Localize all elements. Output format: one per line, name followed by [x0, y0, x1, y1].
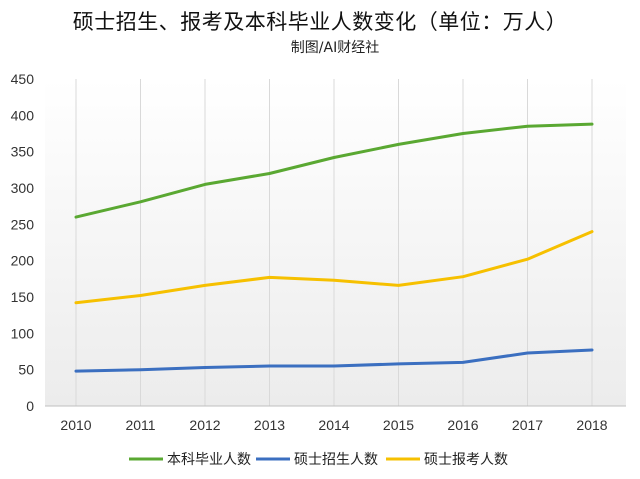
chart-title: 硕士招生、报考及本科毕业人数变化（单位：万人） — [72, 10, 568, 34]
legend-label-0: 本科毕业人数 — [167, 451, 251, 467]
y-tick-label-100: 100 — [11, 325, 35, 341]
y-tick-label-50: 50 — [18, 362, 34, 378]
chart-subtitle: 制图/AI财经社 — [290, 40, 380, 56]
series-line-0 — [74, 122, 594, 219]
x-tick-label-2017: 2017 — [512, 417, 543, 433]
y-tick-label-300: 300 — [11, 180, 35, 196]
x-tick-label-2013: 2013 — [254, 417, 285, 433]
x-tick-label-2018: 2018 — [576, 417, 607, 433]
y-tick-label-0: 0 — [26, 398, 34, 414]
x-tick-label-2015: 2015 — [383, 417, 414, 433]
plot-background — [45, 79, 626, 406]
x-tick-label-2010: 2010 — [60, 417, 91, 433]
y-tick-label-200: 200 — [11, 253, 35, 269]
x-tick-label-2016: 2016 — [447, 417, 478, 433]
y-tick-label-350: 350 — [11, 144, 35, 160]
y-tick-label-450: 450 — [11, 71, 35, 87]
series-line-1 — [74, 348, 594, 373]
x-tick-label-2012: 2012 — [189, 417, 220, 433]
x-tick-label-2011: 2011 — [125, 417, 155, 433]
series-line-2 — [74, 230, 594, 305]
x-tick-label-2014: 2014 — [318, 417, 349, 433]
y-tick-label-400: 400 — [11, 107, 35, 123]
y-tick-label-150: 150 — [11, 289, 35, 305]
legend-label-2: 硕士报考人数 — [424, 451, 508, 467]
y-tick-label-250: 250 — [11, 216, 35, 232]
legend-label-1: 硕士招生人数 — [294, 451, 378, 467]
